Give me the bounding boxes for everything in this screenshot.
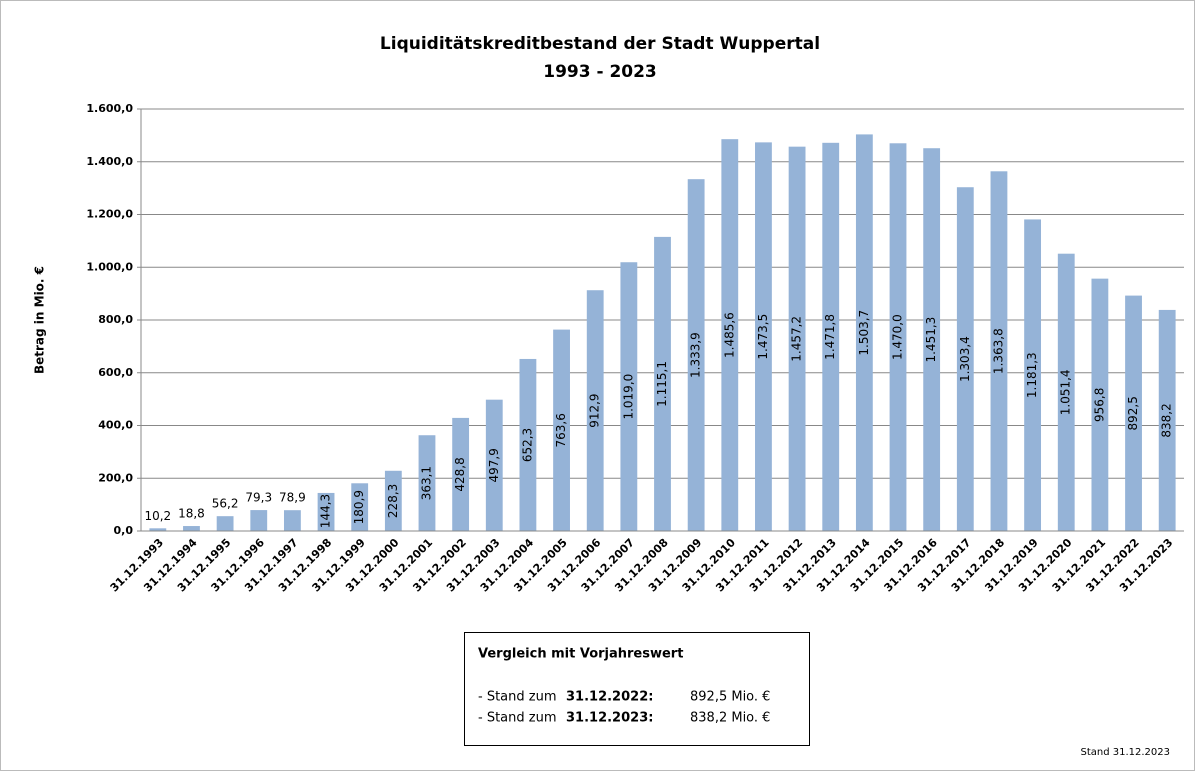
value-label: 1.470,0 xyxy=(891,314,905,360)
bar xyxy=(620,262,638,531)
y-tick-label: 1.400,0 xyxy=(86,155,133,168)
bar xyxy=(283,510,301,531)
value-label: 497,9 xyxy=(487,448,501,482)
bar xyxy=(519,358,537,531)
bar xyxy=(788,146,806,531)
value-label: 912,9 xyxy=(588,393,602,427)
bar xyxy=(216,516,234,531)
value-label: 1.457,2 xyxy=(790,316,804,362)
comparison-value: 838,2 Mio. € xyxy=(690,711,770,726)
bar xyxy=(1024,219,1042,531)
bar xyxy=(923,148,941,532)
value-label: 763,6 xyxy=(554,413,568,447)
comparison-title: Vergleich mit Vorjahreswert xyxy=(478,647,683,662)
y-tick-label: 1.600,0 xyxy=(86,102,133,115)
value-label: 56,2 xyxy=(212,497,239,511)
value-label: 1.451,3 xyxy=(924,317,938,363)
value-label: 10,2 xyxy=(144,509,171,523)
value-label: 1.503,7 xyxy=(857,310,871,356)
comparison-prefix: - Stand zum xyxy=(478,711,557,726)
bar xyxy=(1158,309,1176,531)
comparison-prefix: - Stand zum xyxy=(478,690,557,705)
bar xyxy=(721,139,739,531)
bar xyxy=(956,187,974,531)
bar xyxy=(1057,253,1075,532)
bar xyxy=(654,236,671,531)
bar xyxy=(452,417,470,531)
value-label: 1.181,3 xyxy=(1025,352,1039,398)
value-label: 1.473,5 xyxy=(756,314,770,360)
bar xyxy=(755,142,772,531)
y-tick-label: 600,0 xyxy=(98,366,133,379)
y-tick-label: 800,0 xyxy=(98,313,133,326)
bar xyxy=(317,492,335,531)
bar xyxy=(855,134,873,532)
value-label: 1.471,8 xyxy=(823,314,837,360)
y-tick-label: 1.000,0 xyxy=(86,260,133,273)
chart-title: Liquiditätskreditbestand der Stadt Wuppe… xyxy=(380,34,820,54)
value-label: 79,3 xyxy=(245,491,272,505)
value-label: 652,3 xyxy=(520,428,534,462)
comparison-date: 31.12.2023: xyxy=(566,711,653,726)
bar xyxy=(1091,278,1109,531)
bar xyxy=(586,290,604,531)
bar xyxy=(990,171,1008,532)
bar xyxy=(149,528,167,531)
value-label: 838,2 xyxy=(1160,403,1174,437)
value-label: 1.333,9 xyxy=(689,332,703,378)
y-tick-label: 400,0 xyxy=(98,419,133,432)
value-label: 428,8 xyxy=(453,457,467,491)
comparison-box xyxy=(464,632,810,746)
y-axis-label: Betrag in Mio. € xyxy=(33,266,47,374)
bar xyxy=(250,510,268,531)
value-label: 1.485,6 xyxy=(722,312,736,358)
value-label: 144,3 xyxy=(319,494,333,528)
bar xyxy=(418,435,436,531)
value-label: 228,3 xyxy=(386,484,400,518)
bar xyxy=(553,329,570,531)
value-label: 78,9 xyxy=(279,491,306,505)
value-label: 1.363,8 xyxy=(991,328,1005,374)
value-label: 1.019,0 xyxy=(621,374,635,420)
value-label: 956,8 xyxy=(1092,388,1106,422)
bar xyxy=(687,179,705,531)
bar xyxy=(1125,295,1142,531)
chart-subtitle: 1993 - 2023 xyxy=(543,62,657,82)
comparison-value: 892,5 Mio. € xyxy=(690,690,770,705)
bar xyxy=(822,142,840,531)
value-label: 1.303,4 xyxy=(958,336,972,382)
value-label: 1.115,1 xyxy=(655,361,669,407)
comparison-date: 31.12.2022: xyxy=(566,690,653,705)
bar xyxy=(384,470,402,531)
value-label: 1.051,4 xyxy=(1059,369,1073,415)
bar xyxy=(183,526,200,531)
y-tick-label: 0,0 xyxy=(114,524,134,537)
y-tick-label: 200,0 xyxy=(98,471,133,484)
value-label: 892,5 xyxy=(1126,396,1140,430)
value-label: 180,9 xyxy=(352,490,366,524)
footer: Stand 31.12.2023 xyxy=(1080,747,1170,758)
bar xyxy=(889,143,907,531)
y-tick-label: 1.200,0 xyxy=(86,208,133,221)
bar xyxy=(485,399,503,531)
value-label: 363,1 xyxy=(419,466,433,500)
bar xyxy=(351,483,369,531)
value-label: 18,8 xyxy=(178,507,205,521)
